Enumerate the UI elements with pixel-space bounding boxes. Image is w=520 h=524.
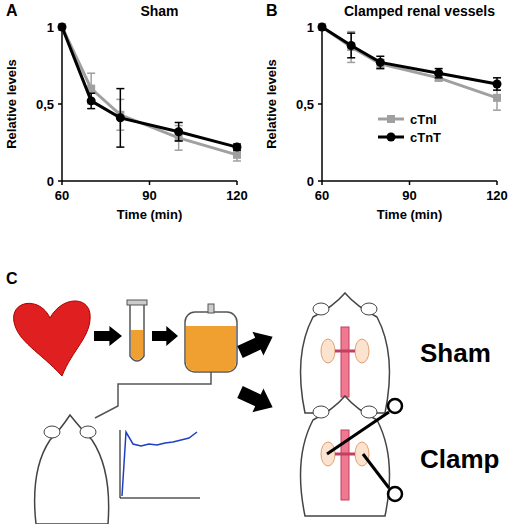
x-tick-label: 120 — [226, 188, 248, 203]
y-tick-label: 1 — [307, 20, 314, 35]
rat-ear — [80, 426, 96, 438]
x-tick-label: 60 — [315, 188, 329, 203]
figure: A Sham 0 0,5 1 60 90 120 Time (min) Relative leve… — [0, 0, 520, 524]
point — [347, 41, 356, 50]
kidney — [355, 442, 369, 466]
point — [318, 23, 326, 31]
error-bar — [175, 122, 183, 140]
point — [493, 79, 502, 88]
x-tick — [321, 181, 323, 185]
x-tick — [236, 181, 238, 185]
x-axis-title: Time (min) — [377, 207, 443, 222]
point — [58, 23, 66, 31]
rat-surgery — [301, 396, 390, 516]
inset-trace — [122, 432, 197, 496]
y-tick-label: 0 — [307, 174, 314, 189]
diagram: C Sham Clamp — [6, 270, 499, 524]
bag-hook — [208, 304, 214, 313]
x-tick — [409, 181, 411, 185]
point — [493, 94, 501, 102]
error-bar — [376, 56, 384, 68]
rat — [35, 415, 109, 524]
rat-ear — [44, 426, 60, 438]
legend-marker — [387, 133, 396, 142]
y-tick-label: 0 — [47, 174, 54, 189]
point — [87, 96, 96, 105]
iv-line — [95, 372, 211, 418]
y-tick-label: 1 — [47, 20, 54, 35]
plot-area — [318, 23, 502, 111]
point — [116, 113, 125, 122]
arrow — [235, 380, 279, 419]
y-tick — [318, 103, 322, 105]
x-axis-title: Time (min) — [117, 207, 183, 222]
iv-fluid — [186, 326, 236, 371]
point — [174, 127, 183, 136]
x-tick — [496, 181, 498, 185]
plot-area — [58, 23, 242, 161]
kidney — [355, 339, 369, 363]
inset-axis — [120, 498, 200, 499]
error-bar — [116, 89, 124, 148]
clamp — [327, 399, 402, 501]
panel-0: A Sham 0 0,5 1 60 90 120 Time (min) Relative leve… — [4, 2, 248, 222]
series-line — [62, 27, 237, 155]
error-bar — [347, 32, 355, 63]
panel-1: B Clamped renal vessels 0 0,5 1 60 90 120 Time (… — [264, 2, 508, 222]
arrow — [235, 325, 279, 364]
error-bar — [347, 33, 355, 58]
kidney — [321, 339, 335, 363]
x-tick-label: 120 — [486, 188, 508, 203]
y-tick-label: 0,5 — [296, 97, 314, 112]
y-axis-title: Relative levels — [4, 59, 19, 149]
y-tick — [58, 103, 62, 105]
vessel — [341, 327, 349, 397]
label-clamp: Clamp — [420, 444, 499, 474]
series-line — [322, 27, 497, 98]
title: Clamped renal vessels — [344, 3, 495, 19]
title: Sham — [140, 3, 178, 19]
point — [58, 23, 67, 32]
label-sham: Sham — [420, 338, 491, 368]
tube-fluid — [131, 330, 143, 360]
tube-cap — [127, 300, 147, 305]
panel-label: C — [6, 270, 18, 287]
series-line — [62, 27, 237, 147]
x-tick-label: 90 — [402, 188, 416, 203]
error-bar — [435, 69, 443, 78]
legend-marker — [387, 115, 395, 123]
point — [233, 151, 241, 159]
tube — [130, 304, 144, 361]
point — [233, 143, 242, 152]
x-tick-label: 90 — [142, 188, 156, 203]
y-tick-label: 0,5 — [36, 97, 54, 112]
point — [376, 58, 385, 67]
series-line — [322, 27, 497, 84]
panel-label: B — [266, 2, 278, 19]
point — [434, 69, 443, 78]
heart — [14, 301, 91, 376]
y-axis-title: Relative levels — [264, 59, 279, 149]
legend-label: cTnT — [410, 130, 441, 145]
point — [318, 23, 327, 32]
iv-bag — [185, 312, 237, 372]
panel-label: A — [6, 2, 18, 19]
error-bar — [493, 78, 501, 90]
legend: cTnI cTnT — [378, 112, 441, 145]
x-tick-label: 60 — [55, 188, 69, 203]
arrow — [152, 326, 178, 346]
x-tick — [61, 181, 63, 185]
legend-label: cTnI — [410, 112, 437, 127]
inset-axis — [120, 430, 121, 498]
x-tick — [149, 181, 151, 185]
arrow — [94, 326, 122, 346]
